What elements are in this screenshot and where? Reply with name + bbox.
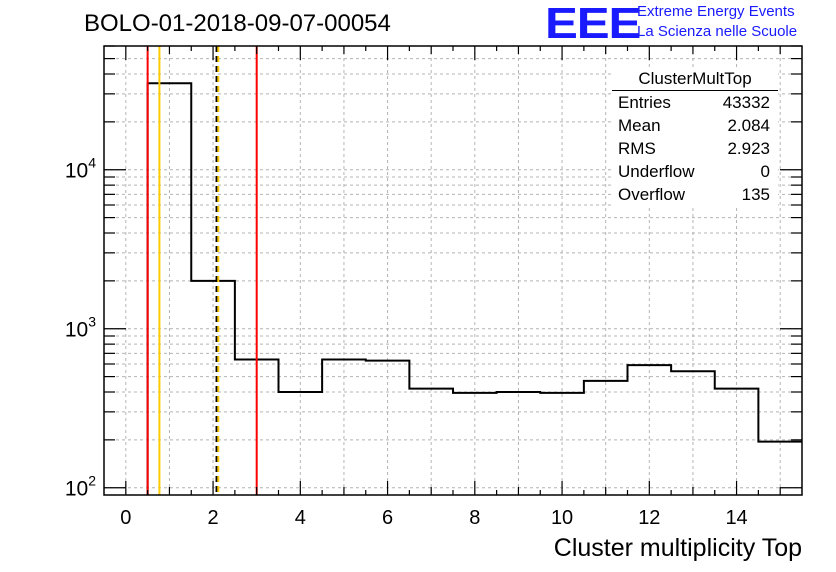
x-tick-label: 12 bbox=[638, 507, 660, 529]
stats-row-overflow: Overflow 135 bbox=[612, 183, 778, 206]
logo-line-1: Extreme Energy Events bbox=[637, 3, 795, 20]
stats-row-rms: RMS 2.923 bbox=[612, 137, 778, 160]
y-tick-label: 102 bbox=[65, 473, 96, 501]
stats-label: Entries bbox=[618, 93, 671, 112]
stats-row-mean: Mean 2.084 bbox=[612, 114, 778, 137]
stats-label: RMS bbox=[618, 139, 656, 158]
stats-label: Overflow bbox=[618, 185, 686, 204]
stats-value: 2.923 bbox=[727, 139, 770, 158]
stats-value: 0 bbox=[760, 162, 770, 181]
stats-label: Underflow bbox=[618, 162, 695, 181]
stats-value: 43332 bbox=[722, 93, 770, 112]
logo-line-2: La Scienza nelle Scuole bbox=[637, 23, 798, 40]
y-tick-label: 103 bbox=[65, 314, 96, 342]
y-tick-label: 104 bbox=[65, 155, 96, 183]
logo-subtitle: Extreme Energy Events La Scienza nelle S… bbox=[637, 2, 797, 42]
stats-value: 2.084 bbox=[727, 116, 770, 135]
histogram-line bbox=[146, 82, 802, 495]
x-tick-label: 14 bbox=[725, 507, 747, 529]
x-axis-label: Cluster multiplicity Top bbox=[553, 534, 802, 562]
stats-box-title: ClusterMultTop bbox=[612, 68, 778, 91]
x-tick-label: 0 bbox=[120, 507, 131, 529]
stats-value: 135 bbox=[741, 185, 770, 204]
x-tick-label: 8 bbox=[469, 507, 480, 529]
x-tick-label: 6 bbox=[382, 507, 393, 529]
stats-box: ClusterMultTop Entries 43332 Mean 2.084 RM… bbox=[612, 68, 778, 206]
x-tick-label: 4 bbox=[295, 507, 306, 529]
stats-row-underflow: Underflow 0 bbox=[612, 160, 778, 183]
chart-title: BOLO-01-2018-09-07-00054 bbox=[84, 10, 391, 37]
stats-label: Mean bbox=[618, 116, 661, 135]
stats-row-entries: Entries 43332 bbox=[612, 91, 778, 114]
x-tick-label: 10 bbox=[551, 507, 573, 529]
eee-logo: EEE bbox=[545, 0, 641, 48]
x-tick-label: 2 bbox=[208, 507, 219, 529]
